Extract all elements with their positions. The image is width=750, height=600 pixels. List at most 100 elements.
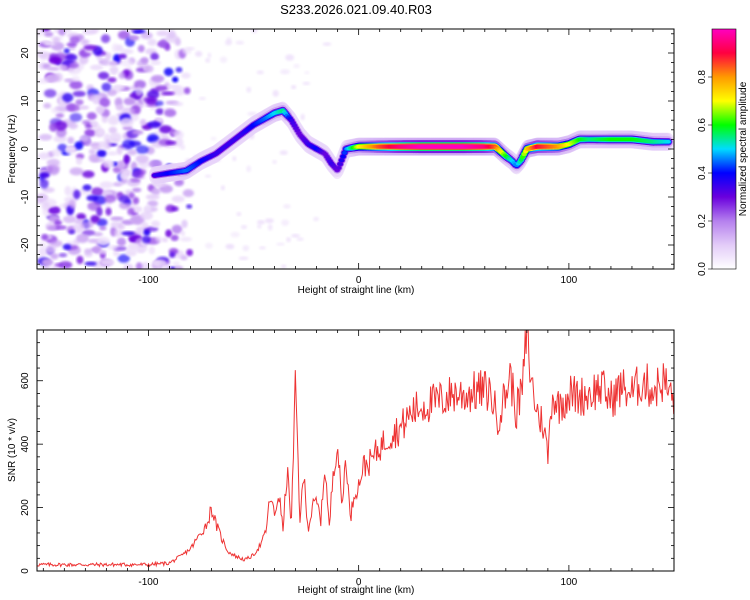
noise-blob	[38, 133, 53, 141]
noise-blob	[89, 64, 104, 71]
noise-blob	[48, 56, 62, 65]
noise-blob	[232, 156, 237, 162]
noise-blob	[45, 73, 60, 83]
noise-blob	[110, 220, 123, 229]
noise-blob	[111, 43, 119, 53]
noise-blob	[240, 225, 248, 230]
noise-blob	[128, 192, 135, 199]
noise-blob	[76, 233, 89, 244]
noise-blob	[38, 152, 50, 160]
noise-blob	[198, 96, 206, 101]
noise-blob	[82, 170, 95, 179]
noise-blob	[167, 84, 181, 90]
noise-blob	[84, 261, 97, 266]
noise-blob	[179, 236, 193, 242]
noise-blob	[122, 125, 133, 131]
noise-blob	[127, 242, 140, 251]
noise-blob	[65, 53, 78, 61]
noise-blob	[102, 160, 115, 169]
noise-blob	[112, 182, 123, 187]
noise-blob	[136, 247, 145, 253]
spectrogram-ytick-label: -10	[20, 189, 31, 204]
noise-blob	[84, 128, 96, 137]
snr-plot-area	[37, 330, 674, 571]
noise-blob	[313, 216, 319, 222]
noise-blob	[145, 194, 160, 200]
noise-blob	[236, 211, 242, 217]
noise-blob	[127, 207, 135, 216]
noise-blob	[86, 195, 99, 202]
spectrogram-xtick-label: 0	[356, 275, 362, 286]
noise-blob	[118, 195, 130, 204]
noise-blob	[78, 105, 90, 110]
spectrogram-xtick-label: 100	[561, 275, 578, 286]
noise-blob	[68, 229, 76, 235]
noise-blob	[121, 231, 135, 236]
noise-blob	[106, 151, 118, 156]
noise-blob	[51, 148, 62, 157]
noise-blob	[150, 52, 160, 61]
noise-blob	[107, 115, 120, 126]
noise-blob	[99, 97, 111, 108]
noise-blob	[165, 140, 177, 145]
noise-blob	[106, 89, 117, 96]
noise-blob	[152, 259, 167, 267]
noise-blob	[58, 261, 73, 269]
noise-blob	[83, 136, 92, 146]
noise-blob	[83, 44, 98, 51]
noise-blob	[37, 29, 44, 37]
noise-blob	[251, 29, 258, 34]
snr-axes: -100 0 100 0 200 400 600	[20, 329, 675, 588]
noise-blob	[161, 91, 175, 96]
snr-ytick-label: 400	[20, 435, 31, 452]
noise-blob	[62, 93, 74, 103]
noise-blob	[74, 141, 84, 150]
noise-blob	[69, 35, 80, 44]
noise-blob	[276, 242, 285, 246]
noise-blob	[54, 220, 62, 226]
noise-blob	[264, 218, 274, 224]
ridge-segment	[342, 150, 348, 155]
noise-blob	[44, 41, 56, 46]
noise-blob	[140, 31, 153, 40]
noise-blob	[93, 232, 103, 237]
noise-blob	[41, 233, 49, 241]
noise-blob	[148, 246, 156, 255]
noise-blob	[159, 184, 173, 194]
noise-blob	[150, 60, 162, 66]
colorbar-tick-label: 0.8	[697, 70, 708, 84]
noise-blob	[135, 154, 149, 164]
noise-blob	[64, 29, 72, 33]
noise-blob	[40, 172, 50, 178]
noise-blob	[172, 101, 184, 107]
noise-blob	[281, 264, 287, 269]
noise-blob	[91, 157, 105, 163]
noise-blob	[96, 236, 111, 246]
noise-blob	[105, 207, 112, 216]
noise-blob	[96, 207, 103, 217]
noise-blob	[41, 201, 50, 211]
noise-blob	[50, 253, 59, 260]
noise-blob	[90, 214, 100, 224]
noise-blob	[62, 243, 72, 251]
noise-blob	[117, 30, 131, 40]
noise-blob	[304, 71, 310, 75]
noise-blob	[102, 57, 110, 67]
noise-blob	[84, 123, 93, 129]
snr-ytick-label: 600	[20, 372, 31, 389]
colorbar-tick-label: 0.6	[697, 118, 708, 132]
noise-blob	[116, 146, 123, 155]
noise-blob	[132, 169, 145, 179]
noise-blob	[54, 120, 68, 131]
colorbar-tick-label: 0.2	[697, 214, 708, 228]
noise-blob	[141, 235, 151, 244]
noise-blob	[219, 56, 228, 63]
noise-blob	[113, 229, 123, 237]
noise-blob	[69, 167, 84, 176]
noise-blob	[235, 40, 245, 45]
noise-blob	[151, 74, 165, 83]
noise-blob	[58, 29, 66, 36]
noise-blob	[66, 42, 78, 47]
noise-blob	[300, 113, 305, 121]
noise-blob	[97, 128, 105, 136]
